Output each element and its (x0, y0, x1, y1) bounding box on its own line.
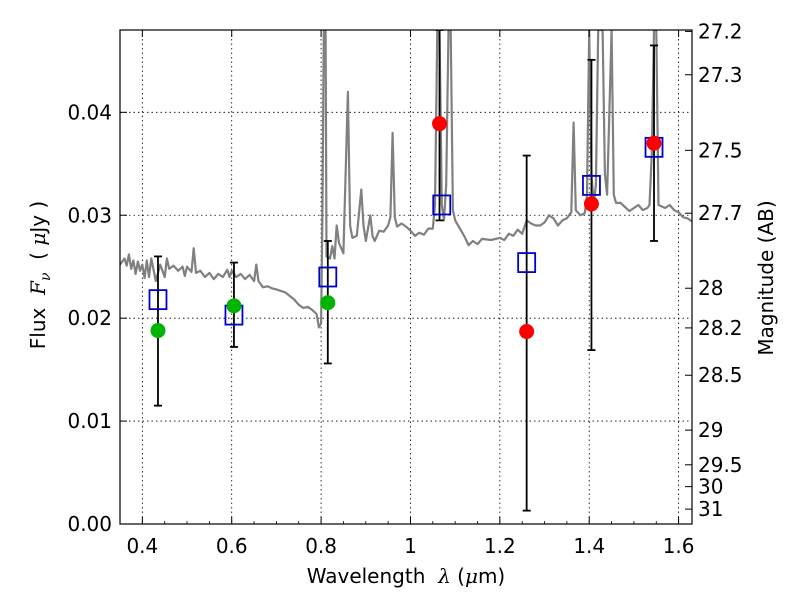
y-axis-title: Flux Fν ( μJy ) (26, 201, 54, 349)
mag-tick-label: 29 (698, 418, 723, 442)
observed-point-red (519, 324, 535, 340)
grid (120, 30, 692, 524)
mag-tick-label: 29.5 (698, 453, 743, 477)
mag-tick-label: 28.2 (698, 316, 743, 340)
x-tick-label: 0.6 (216, 534, 248, 558)
x-tick-label: 1 (404, 534, 417, 558)
data-points (148, 30, 664, 512)
mag-tick-label: 27.7 (698, 201, 743, 225)
x-tick-label: 0.8 (305, 534, 337, 558)
observed-point-green (226, 298, 242, 314)
observed-point-red (583, 196, 599, 212)
y2-axis-title: Magnitude (AB) (754, 200, 778, 355)
mag-tick-label: 31 (698, 497, 723, 521)
observed-point-green (150, 323, 166, 339)
x-tick-label: 1.6 (663, 534, 695, 558)
mag-tick-label: 30 (698, 475, 723, 499)
model-band-square (582, 175, 601, 196)
model-band-square (148, 289, 168, 311)
model-sed (120, 30, 692, 329)
model-band-square (517, 252, 537, 273)
mag-tick-label: 28.5 (698, 363, 743, 387)
mag-tick-label: 27.5 (698, 138, 743, 162)
y-tick-label: 0.04 (67, 100, 112, 124)
mag-tick-label: 28 (698, 276, 723, 300)
model-band-square (432, 194, 452, 216)
mag-tick-label: 27.2 (698, 19, 743, 43)
y-tick-label: 0.01 (67, 409, 112, 433)
model-band-square (318, 266, 338, 288)
axis-ticks: 0.4 0.6 0.8 1 1.2 1.4 1.6 0.00 0.01 0.02 0.03 0.04 2… (67, 19, 742, 558)
x-tick-label: 1.4 (573, 534, 605, 558)
y-tick-label: 0.00 (67, 512, 112, 536)
plot-frame (119, 29, 693, 525)
mag-tick-label: 27.3 (698, 63, 743, 87)
observed-point-red (646, 135, 662, 151)
observed-point-green (320, 295, 336, 311)
observed-point-red (432, 116, 448, 132)
model-sed-line (120, 30, 692, 329)
x-tick-label: 0.4 (126, 534, 158, 558)
y-tick-label: 0.03 (67, 203, 112, 227)
x-axis-title: Wavelength λ (μm) (307, 564, 506, 588)
x-tick-label: 1.2 (484, 534, 516, 558)
y-tick-label: 0.02 (67, 306, 112, 330)
